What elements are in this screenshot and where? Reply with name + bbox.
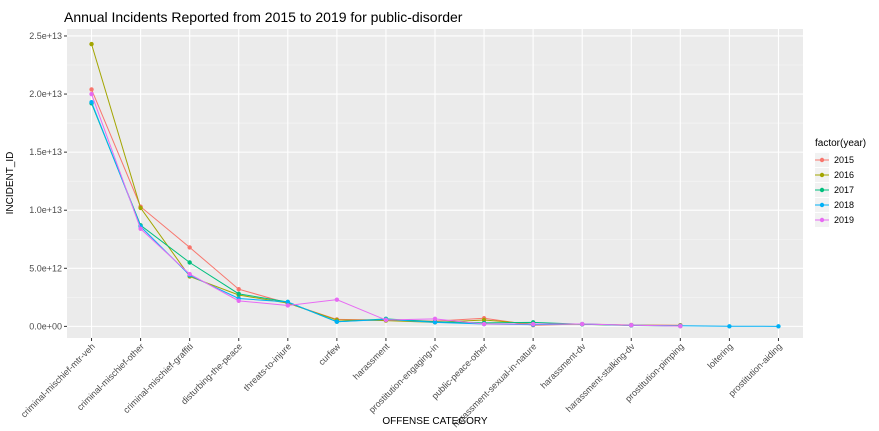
data-point [285,303,290,308]
data-point [138,205,143,211]
data-point [334,319,340,324]
series-2019 [89,91,683,329]
grid-major [67,29,803,338]
y-axis-title: INCIDENT_ID [5,152,16,215]
data-point [89,91,94,97]
legend-key-point [819,172,825,178]
data-point [187,260,192,265]
legend-label: 2018 [834,200,854,210]
y-tick-label: 0.0e+00 [29,321,62,331]
series-layer [89,41,781,329]
legend-title: factor(year) [815,138,866,149]
x-tick-label: threats-to-injure [242,341,294,393]
legend-label: 2019 [834,215,854,225]
data-point [89,99,94,105]
x-axis-title: OFFENSE CATEGORY [382,416,488,427]
data-point [236,287,241,292]
legend: factor(year) 2015 2016 2017 2018 2019 [815,138,866,227]
data-point [187,245,192,250]
data-point [580,321,585,327]
x-tick-label: loitering [705,341,734,370]
legend-key-point [819,157,825,163]
data-point [383,317,389,323]
legend-key-point [819,187,825,193]
x-tick-label: curfew [316,341,342,367]
y-tick-label: 1.0e+13 [29,205,62,215]
data-point [89,87,94,92]
data-point [236,291,241,297]
legend-label: 2015 [834,155,854,165]
x-tick-label: harassment-dv [538,341,588,391]
y-axis: 0.0e+00 5.0e+12 1.0e+13 1.5e+13 2.0e+13 2.5e+… [29,31,67,331]
data-point [89,41,94,47]
x-tick-label: prostitution-aiding [727,341,784,398]
y-tick-label: 2.5e+13 [29,31,62,41]
data-point [530,321,536,327]
data-point [138,226,143,232]
data-point [236,298,241,304]
chart-title: Annual Incidents Reported from 2015 to 2… [64,9,463,25]
y-tick-label: 2.0e+13 [29,89,62,99]
legend-label: 2017 [834,185,854,195]
data-point [334,297,340,302]
data-point [432,316,438,322]
x-tick-label: harassment [351,341,392,382]
legend-label: 2016 [834,170,854,180]
data-point [481,321,487,327]
data-point [727,324,732,329]
legend-key-point [819,217,825,223]
data-point [432,320,438,325]
data-point [285,299,290,305]
data-point [187,271,192,277]
data-point [678,323,683,329]
y-tick-label: 5.0e+12 [29,263,62,273]
data-point [776,324,781,329]
y-tick-label: 1.5e+13 [29,147,62,157]
data-point [629,323,634,328]
legend-key-point [819,202,825,208]
